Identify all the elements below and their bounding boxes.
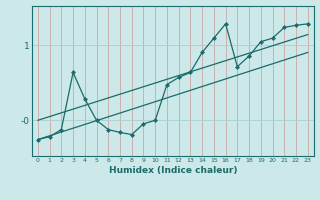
X-axis label: Humidex (Indice chaleur): Humidex (Indice chaleur) [108, 166, 237, 175]
